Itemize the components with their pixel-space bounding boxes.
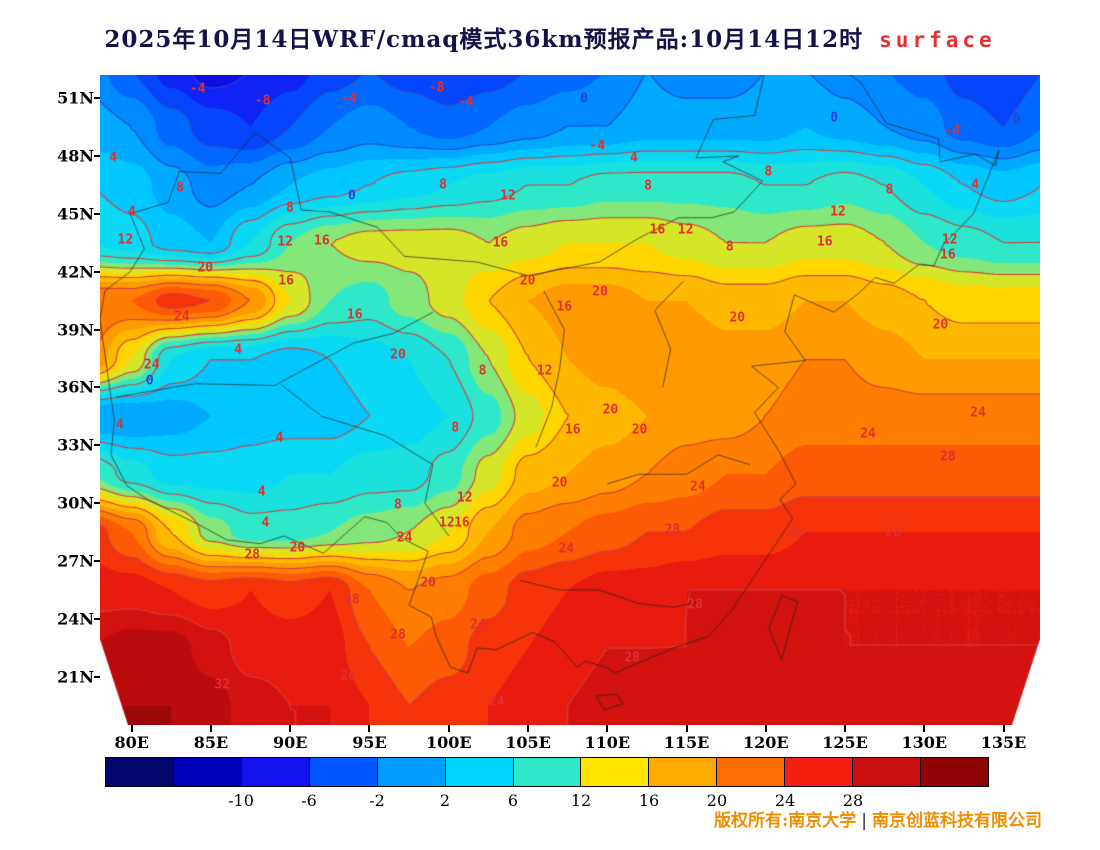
colorbar-segment: [512, 757, 582, 787]
x-tick-label: 115E: [663, 733, 710, 752]
credit-separator: |: [861, 811, 867, 831]
colorbar-segment: [784, 757, 854, 787]
colorbar-segment: [580, 757, 650, 787]
colorbar-tick-label: 2: [439, 791, 451, 810]
y-tick-mark: [94, 386, 100, 389]
x-tick-label: 85E: [193, 733, 229, 752]
x-tick-mark: [923, 725, 926, 732]
page-title: 2025年10月14日WRF/cmaq模式36km预报产品:10月14日12时 s…: [0, 20, 1100, 54]
x-tick-label: 100E: [425, 733, 472, 752]
colorbar-segment: [648, 757, 718, 787]
y-tick-mark: [94, 212, 100, 215]
colorbar-segment: [172, 757, 242, 787]
colorbar-segment: [716, 757, 786, 787]
x-tick-label: 135E: [980, 733, 1027, 752]
y-tick-label: 30N: [57, 493, 94, 513]
x-tick-mark: [209, 725, 212, 732]
y-tick-label: 33N: [57, 435, 94, 455]
colorbar-tick-label: 6: [507, 791, 519, 810]
y-tick-mark: [94, 502, 100, 505]
y-tick-label: 24N: [57, 609, 94, 629]
y-tick-mark: [94, 560, 100, 563]
title-main: 2025年10月14日WRF/cmaq模式36km预报产品:10月14日12时: [104, 26, 864, 53]
y-tick-mark: [94, 444, 100, 447]
y-tick-mark: [94, 155, 100, 157]
x-tick-mark: [764, 725, 767, 732]
colorbar-segment: [308, 757, 378, 787]
colorbar-tick-label: 28: [842, 791, 864, 810]
colorbar-segment: [444, 757, 514, 787]
colorbar-tick-labels: -10 -6 -2 2 6 12 16 20 24 28: [105, 791, 989, 813]
x-tick-mark: [1002, 725, 1005, 732]
x-tick-mark: [368, 725, 371, 732]
x-tick-mark: [844, 725, 847, 732]
colorbar-tick-label: 12: [570, 791, 592, 810]
y-tick-label: 51N: [57, 88, 94, 108]
x-tick-label: 80E: [114, 733, 149, 752]
y-tick-label: 39N: [57, 320, 94, 340]
colorbar-tick-label: -2: [369, 791, 385, 810]
y-tick-label: 48N: [57, 146, 94, 166]
credit-company: 南京创蓝科技有限公司: [872, 811, 1042, 831]
x-tick-label: 95E: [352, 733, 387, 752]
y-tick-label: 21N: [57, 667, 94, 687]
map-plot-area: -4 -8 -4 -8 -4 0 0 0 -4 -4 4 4 8 0 8 12 8 8 8 4 4 8 12 12 12 16 16…: [57, 75, 1040, 752]
credit-owner: 版权所有:南京大学: [713, 811, 857, 831]
colorbar-tick-label: 20: [706, 791, 728, 810]
x-tick-mark: [606, 725, 609, 732]
x-tick-label: 105E: [505, 733, 551, 752]
y-tick-mark: [94, 617, 100, 620]
copyright-credit: 版权所有:南京大学 | 南京创蓝科技有限公司: [714, 806, 1042, 831]
y-tick-label: 27N: [57, 551, 94, 571]
colorbar-tick-label: 16: [638, 791, 660, 810]
temperature-colorbar: [105, 757, 989, 787]
x-tick-label: 125E: [822, 733, 868, 752]
x-tick-mark: [526, 725, 529, 732]
colorbar-tick-label: -6: [301, 791, 317, 810]
x-tick-mark: [289, 725, 292, 732]
x-tick-label: 110E: [584, 733, 631, 752]
y-tick-label: 42N: [57, 262, 94, 282]
colorbar-segment: [105, 757, 174, 787]
x-tick-mark: [447, 725, 450, 732]
colorbar-tick-label: -10: [228, 791, 254, 810]
colorbar-tick-label: 24: [774, 791, 796, 810]
x-tick-mark: [685, 725, 688, 732]
colorbar-segment: [852, 757, 922, 787]
temperature-field-canvas: [100, 75, 1040, 725]
y-tick-mark: [94, 328, 100, 331]
y-tick-mark: [94, 97, 100, 100]
x-tick-label: 120E: [742, 733, 789, 752]
y-tick-label: 36N: [57, 377, 94, 397]
y-tick-label: 45N: [57, 204, 94, 224]
colorbar-segment: [920, 757, 989, 787]
title-surface-tag: surface: [879, 28, 996, 52]
y-tick-mark: [94, 270, 100, 273]
colorbar-segment: [240, 757, 310, 787]
x-tick-mark: [130, 725, 133, 732]
y-tick-mark: [94, 675, 100, 678]
x-tick-label: 90E: [272, 733, 308, 752]
x-tick-label: 130E: [901, 733, 948, 752]
colorbar-segment: [376, 757, 446, 787]
